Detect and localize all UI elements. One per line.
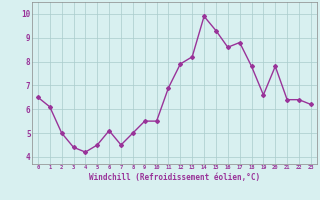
X-axis label: Windchill (Refroidissement éolien,°C): Windchill (Refroidissement éolien,°C) [89, 173, 260, 182]
